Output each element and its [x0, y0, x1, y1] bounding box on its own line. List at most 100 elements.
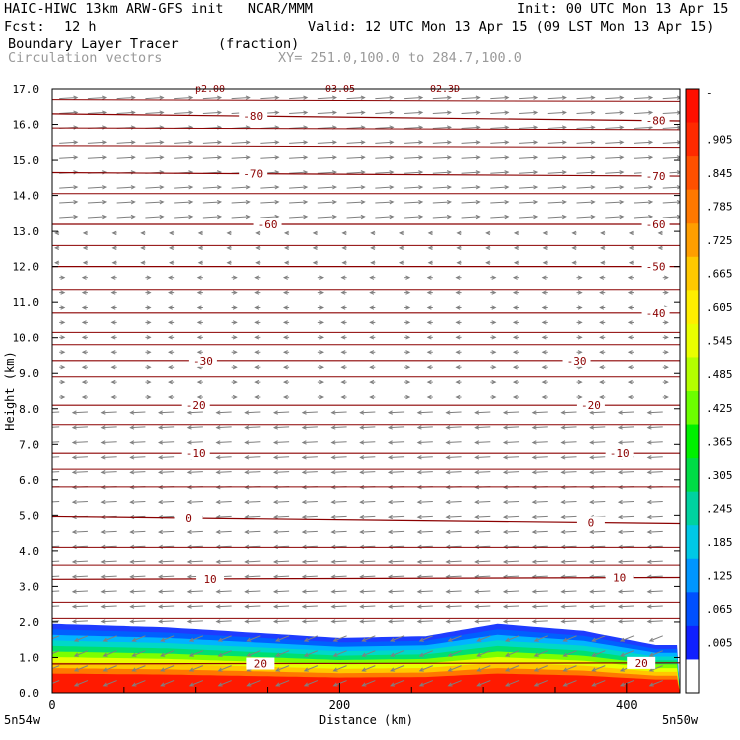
- vector-shaft: [304, 635, 319, 642]
- vector-shaft: [101, 500, 117, 503]
- vector-shaft: [561, 500, 577, 503]
- vector-shaft: [346, 126, 365, 129]
- y-tick-label: 0.0: [19, 687, 39, 700]
- vector-head: [646, 514, 652, 520]
- vector-head: [577, 305, 583, 310]
- vector-shaft: [216, 620, 232, 623]
- vector-head: [475, 199, 481, 205]
- vector-head: [485, 260, 491, 265]
- vector-head: [628, 230, 634, 236]
- vector-head: [599, 335, 605, 340]
- vector-head: [646, 499, 652, 505]
- vector-head: [398, 260, 404, 265]
- vector-head: [129, 589, 135, 594]
- vector-head: [158, 499, 164, 505]
- vector-shaft: [432, 216, 451, 219]
- colorbar-label: -: [706, 86, 713, 99]
- vector-shaft: [52, 441, 60, 443]
- vector-shaft: [130, 605, 146, 608]
- vector-shaft: [317, 141, 336, 144]
- vector-head: [217, 140, 223, 145]
- vector-shaft: [618, 560, 635, 563]
- vector-head: [282, 305, 288, 310]
- vector-head: [531, 589, 537, 594]
- vector-head: [186, 410, 192, 415]
- vector-head: [562, 682, 568, 687]
- vector-head: [541, 320, 547, 325]
- vector-head: [197, 245, 203, 251]
- vector-head: [590, 185, 596, 190]
- vector-shaft: [52, 635, 60, 640]
- vector-head: [146, 290, 152, 295]
- vector-head: [541, 305, 547, 310]
- vector-head: [617, 514, 623, 520]
- vector-shaft: [274, 500, 290, 503]
- vector-shaft: [519, 97, 538, 100]
- vector-head: [129, 499, 135, 505]
- vector-head: [561, 155, 567, 160]
- vector-shaft: [160, 650, 175, 657]
- vector-head: [159, 110, 165, 115]
- vector-shaft: [490, 201, 509, 204]
- vector-head: [196, 275, 202, 280]
- vector-shaft: [216, 605, 232, 608]
- vector-head: [617, 604, 623, 609]
- vector-shaft: [605, 186, 624, 189]
- vector-head: [504, 185, 510, 190]
- vector-head: [560, 455, 566, 460]
- vector-shaft: [417, 441, 433, 444]
- vector-shaft: [346, 111, 365, 115]
- vector-shaft: [346, 216, 365, 219]
- vector-shaft: [274, 456, 290, 458]
- vector-head: [81, 335, 87, 340]
- vector-head: [274, 199, 280, 205]
- vector-head: [591, 637, 597, 642]
- vector-shaft: [647, 441, 663, 444]
- vector-head: [427, 230, 433, 236]
- vector-head: [589, 455, 595, 460]
- vector-head: [387, 425, 393, 430]
- vector-shaft: [390, 680, 405, 687]
- y-tick-label: 10.0: [13, 332, 40, 345]
- vector-shaft: [461, 141, 480, 144]
- vector-shaft: [245, 530, 261, 533]
- vector-shaft: [647, 515, 663, 518]
- vector-head: [129, 529, 135, 535]
- vector-shaft: [187, 471, 203, 473]
- vector-shaft: [59, 141, 78, 144]
- vector-head: [301, 559, 307, 564]
- vector-head: [158, 574, 164, 579]
- vector-head: [160, 667, 166, 672]
- vector-head: [73, 214, 79, 220]
- y-tick-label: 13.0: [13, 225, 40, 238]
- vector-head: [589, 410, 595, 415]
- vector-head: [445, 589, 451, 594]
- field-name: Boundary Layer Tracer: [8, 36, 179, 52]
- vector-head: [619, 185, 625, 190]
- vector-shaft: [432, 156, 451, 159]
- vector-head: [447, 652, 453, 657]
- vector-head: [455, 365, 461, 370]
- vector-shaft: [331, 471, 347, 473]
- vector-head: [330, 425, 336, 430]
- vector-head: [330, 574, 336, 579]
- contour-line: [52, 99, 680, 102]
- colorbar-label: .905: [706, 133, 733, 146]
- vector-shaft: [490, 171, 509, 174]
- vector-head: [426, 290, 432, 295]
- vector-head: [217, 637, 223, 642]
- vector-head: [533, 667, 539, 672]
- vector-shaft: [174, 111, 193, 115]
- vector-head: [272, 589, 278, 594]
- vector-shaft: [590, 575, 606, 578]
- colorbar-swatch: [686, 659, 699, 694]
- contour-label-bg: [239, 110, 268, 123]
- vector-head: [332, 682, 338, 687]
- vector-head: [188, 652, 194, 657]
- vector-head: [502, 425, 508, 430]
- vector-head: [44, 500, 48, 503]
- vector-head: [102, 185, 108, 190]
- vector-head: [541, 394, 547, 400]
- vector-shaft: [432, 201, 451, 204]
- vector-head: [303, 95, 309, 100]
